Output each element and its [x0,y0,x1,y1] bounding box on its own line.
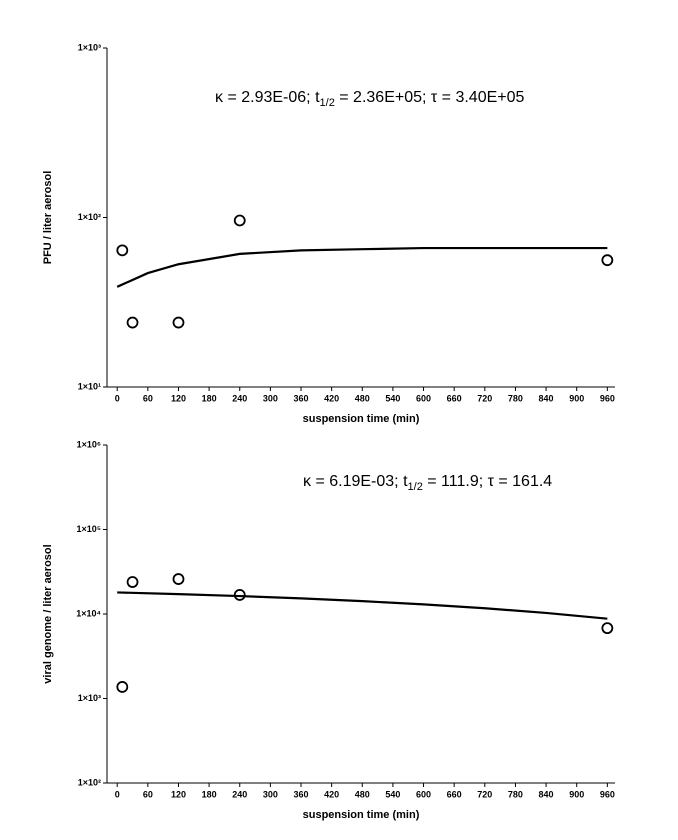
x-tick-label: 840 [539,393,554,403]
y-axis-label: PFU / liter aerosol [42,171,54,265]
x-tick-label: 780 [508,789,523,799]
fit-line [116,246,608,288]
x-tick-label: 780 [508,393,523,403]
x-tick-label: 0 [115,393,120,403]
x-tick-label: 360 [293,789,308,799]
x-tick-label: 720 [477,789,492,799]
fit-line [117,591,608,620]
x-tick-label: 480 [355,393,370,403]
y-tick-label: 1×10² [78,212,101,222]
x-tick-label: 960 [600,393,615,403]
annotation-part: κ = 6.19E-03; t [303,473,408,490]
x-tick-label: 120 [171,789,186,799]
annotation-part: 1/2 [320,97,335,109]
x-tick-label: 0 [115,789,120,799]
x-tick-label: 240 [232,393,247,403]
x-tick-label: 420 [324,393,339,403]
x-tick-label: 600 [416,789,431,799]
y-tick-label: 1×10⁶ [77,439,101,449]
chart: 1×10² 1×10³ 1×10⁴ 1×10⁵ 1×10⁶ 0 60 120 180 240 300… [42,439,615,821]
y-tick-label: 1×10² [78,777,101,787]
x-tick-label: 240 [232,789,247,799]
y-tick-label: 1×10³ [78,42,101,52]
data-point [233,214,246,227]
annotation-part: = 111.9; τ = 161.4 [423,473,552,490]
x-axis-label: suspension time (min) [303,413,420,425]
annotation-part: 1/2 [408,481,423,493]
annotation-part: = 2.36E+05; τ = 3.40E+05 [335,89,525,106]
x-tick-label: 360 [293,393,308,403]
y-axis-label: viral genome / liter aerosol [42,544,54,683]
x-tick-label: 300 [263,393,278,403]
x-tick-label: 60 [143,393,153,403]
data-point [172,573,185,585]
x-tick-label: 60 [143,789,153,799]
annotation: κ = 6.19E-03; t1/2 = 111.9; τ = 161.4 [303,473,552,493]
x-tick-label: 180 [202,789,217,799]
data-point [601,622,614,635]
x-tick-label: 540 [385,789,400,799]
data-point [172,316,185,329]
x-tick-label: 960 [600,789,615,799]
data-point [126,576,139,588]
data-point [116,244,129,257]
x-tick-label: 660 [447,393,462,403]
x-tick-label: 900 [569,393,584,403]
x-tick-label: 180 [202,393,217,403]
chart: 1×10¹ 1×10² 1×10³ 0 60 120 180 240 300 360 420 480 5… [42,42,615,425]
x-tick-label: 900 [569,789,584,799]
x-tick-label: 660 [447,789,462,799]
x-tick-label: 540 [385,393,400,403]
annotation: κ = 2.93E-06; t1/2 = 2.36E+05; τ = 3.40E… [215,89,525,109]
x-tick-label: 600 [416,393,431,403]
x-tick-label: 300 [263,789,278,799]
x-axis-label: suspension time (min) [303,809,420,821]
x-tick-label: 120 [171,393,186,403]
data-point [126,316,139,329]
y-tick-label: 1×10¹ [78,381,101,391]
annotation-part: κ = 2.93E-06; t [215,89,320,106]
x-tick-label: 720 [477,393,492,403]
y-tick-label: 1×10⁵ [77,524,102,534]
x-tick-label: 420 [324,789,339,799]
data-point [116,681,129,693]
x-tick-label: 480 [355,789,370,799]
x-tick-label: 840 [539,789,554,799]
data-point [601,254,614,267]
y-tick-label: 1×10⁴ [76,608,101,618]
y-tick-label: 1×10³ [78,693,101,703]
